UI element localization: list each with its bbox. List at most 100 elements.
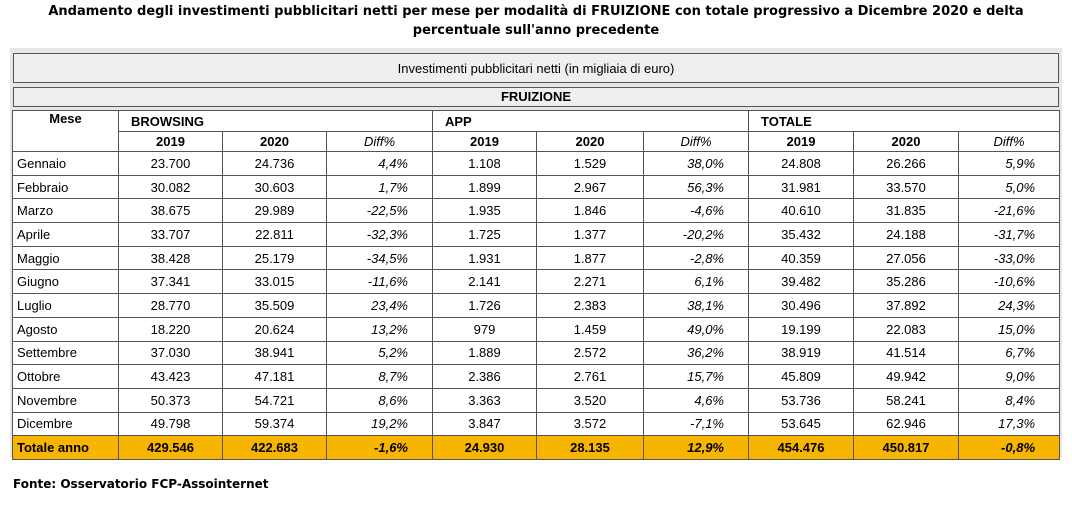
app-diff-cell: 38,1% [643,293,749,318]
subheader-2019: 2019 [432,131,537,152]
app-2019-cell: 2.141 [432,269,537,295]
total-diff-cell: 9,0% [957,364,1061,389]
browsing-2020-cell: 29.989 [222,198,327,224]
total-2020-cell: 33.570 [853,174,959,200]
browsing-2020-cell: 33.015 [222,269,327,295]
browsing-2019-cell: 37.341 [118,269,223,295]
month-cell: Ottobre [12,364,119,389]
total-2019-cell: 30.496 [748,293,854,318]
source-note: Fonte: Osservatorio FCP-Assointernet [13,477,269,491]
subheader-diff: Diff% [326,131,433,152]
browsing-2019-cell: 49.798 [118,411,223,437]
total-diff-cell: -10,6% [957,269,1061,295]
browsing-2019-cell: 38.428 [118,245,223,271]
total-2020-cell: 24.188 [853,222,959,247]
app-diff-cell: -4,6% [643,198,749,224]
table-row: Settembre 37.030 38.941 5,2% 1.889 2.572 36,2%… [12,340,1061,366]
total-2020-cell: 450.817 [853,435,959,460]
browsing-diff-cell: -11,6% [326,269,433,295]
app-2020-cell: 28.135 [536,435,644,460]
total-row: Totale anno 429.546 422.683 -1,6% 24.930 28.1… [12,435,1061,460]
subheader-2020: 2020 [222,131,327,152]
browsing-diff-cell: 5,2% [326,340,433,366]
table-row: Gennaio 23.700 24.736 4,4% 1.108 1.529 38,0% 24… [12,151,1061,176]
month-cell: Gennaio [12,151,119,176]
subheader-diff: Diff% [643,131,749,152]
browsing-2020-cell: 47.181 [222,364,327,389]
app-2020-cell: 2.383 [536,293,644,318]
browsing-2020-cell: 30.603 [222,174,327,200]
app-2019-cell: 24.930 [432,435,537,460]
title-line-1: Andamento degli investimenti pubblicitar… [48,4,1024,19]
browsing-2020-cell: 20.624 [222,316,327,342]
subheader-2019: 2019 [748,131,854,152]
month-cell: Dicembre [12,411,119,437]
app-diff-cell: -7,1% [643,411,749,437]
subheader-2020: 2020 [536,131,644,152]
total-diff-cell: 15,0% [957,316,1061,342]
app-diff-cell: 4,6% [643,387,749,413]
app-diff-cell: 36,2% [643,340,749,366]
app-diff-cell: 15,7% [643,364,749,389]
total-2019-cell: 454.476 [748,435,854,460]
total-diff-cell: -33,0% [957,245,1061,271]
total-diff-cell: -21,6% [957,198,1061,224]
table-row: Ottobre 43.423 47.181 8,7% 2.386 2.761 15,7% 45… [12,364,1061,389]
table-row: Febbraio 30.082 30.603 1,7% 1.899 2.967 56,3% 3… [12,174,1061,200]
month-cell: Settembre [12,340,119,366]
app-diff-cell: -2,8% [643,245,749,271]
table-row: Maggio 38.428 25.179 -34,5% 1.931 1.877 -2,8% 4… [12,245,1061,271]
subheader-2019: 2019 [118,131,223,152]
app-diff-cell: 56,3% [643,174,749,200]
browsing-2020-cell: 59.374 [222,411,327,437]
month-cell: Agosto [12,316,119,342]
month-cell: Luglio [12,293,119,318]
month-cell: Totale anno [12,435,119,460]
app-2019-cell: 979 [432,316,537,342]
total-2019-cell: 40.610 [748,198,854,224]
browsing-2019-cell: 429.546 [118,435,223,460]
app-2019-cell: 2.386 [432,364,537,389]
table-caption: Investimenti pubblicitari netti (in migl… [13,53,1059,83]
title-line-2: percentuale sull'anno precedente [412,23,660,38]
browsing-diff-cell: 8,6% [326,387,433,413]
browsing-2020-cell: 22.811 [222,222,327,247]
browsing-2019-cell: 23.700 [118,151,223,176]
table-row: Dicembre 49.798 59.374 19,2% 3.847 3.572 -7,1%… [12,411,1061,437]
group-browsing: BROWSING [118,110,433,132]
browsing-2020-cell: 24.736 [222,151,327,176]
total-2019-cell: 40.359 [748,245,854,271]
month-cell: Febbraio [12,174,119,200]
browsing-diff-cell: -34,5% [326,245,433,271]
page-title: Andamento degli investimenti pubblicitar… [0,2,1072,40]
app-2020-cell: 2.572 [536,340,644,366]
total-2019-cell: 45.809 [748,364,854,389]
app-2020-cell: 1.377 [536,222,644,247]
app-2019-cell: 1.935 [432,198,537,224]
total-2020-cell: 31.835 [853,198,959,224]
month-cell: Maggio [12,245,119,271]
browsing-2020-cell: 422.683 [222,435,327,460]
total-2019-cell: 53.645 [748,411,854,437]
app-2020-cell: 2.271 [536,269,644,295]
browsing-diff-cell: -22,5% [326,198,433,224]
app-2019-cell: 1.889 [432,340,537,366]
month-cell: Aprile [12,222,119,247]
group-totale: TOTALE [747,110,1061,132]
total-2019-cell: 53.736 [748,387,854,413]
month-cell: Marzo [12,198,119,224]
app-2020-cell: 3.572 [536,411,644,437]
browsing-diff-cell: 4,4% [326,151,433,176]
total-diff-cell: -31,7% [957,222,1061,247]
app-diff-cell: 38,0% [643,151,749,176]
app-2020-cell: 1.459 [536,316,644,342]
app-2020-cell: 1.877 [536,245,644,271]
app-diff-cell: 12,9% [643,435,749,460]
total-2020-cell: 27.056 [853,245,959,271]
total-diff-cell: 5,9% [957,151,1061,176]
browsing-2019-cell: 38.675 [118,198,223,224]
app-2020-cell: 1.846 [536,198,644,224]
section-header: FRUIZIONE [13,87,1059,107]
app-2019-cell: 1.899 [432,174,537,200]
total-2019-cell: 31.981 [748,174,854,200]
